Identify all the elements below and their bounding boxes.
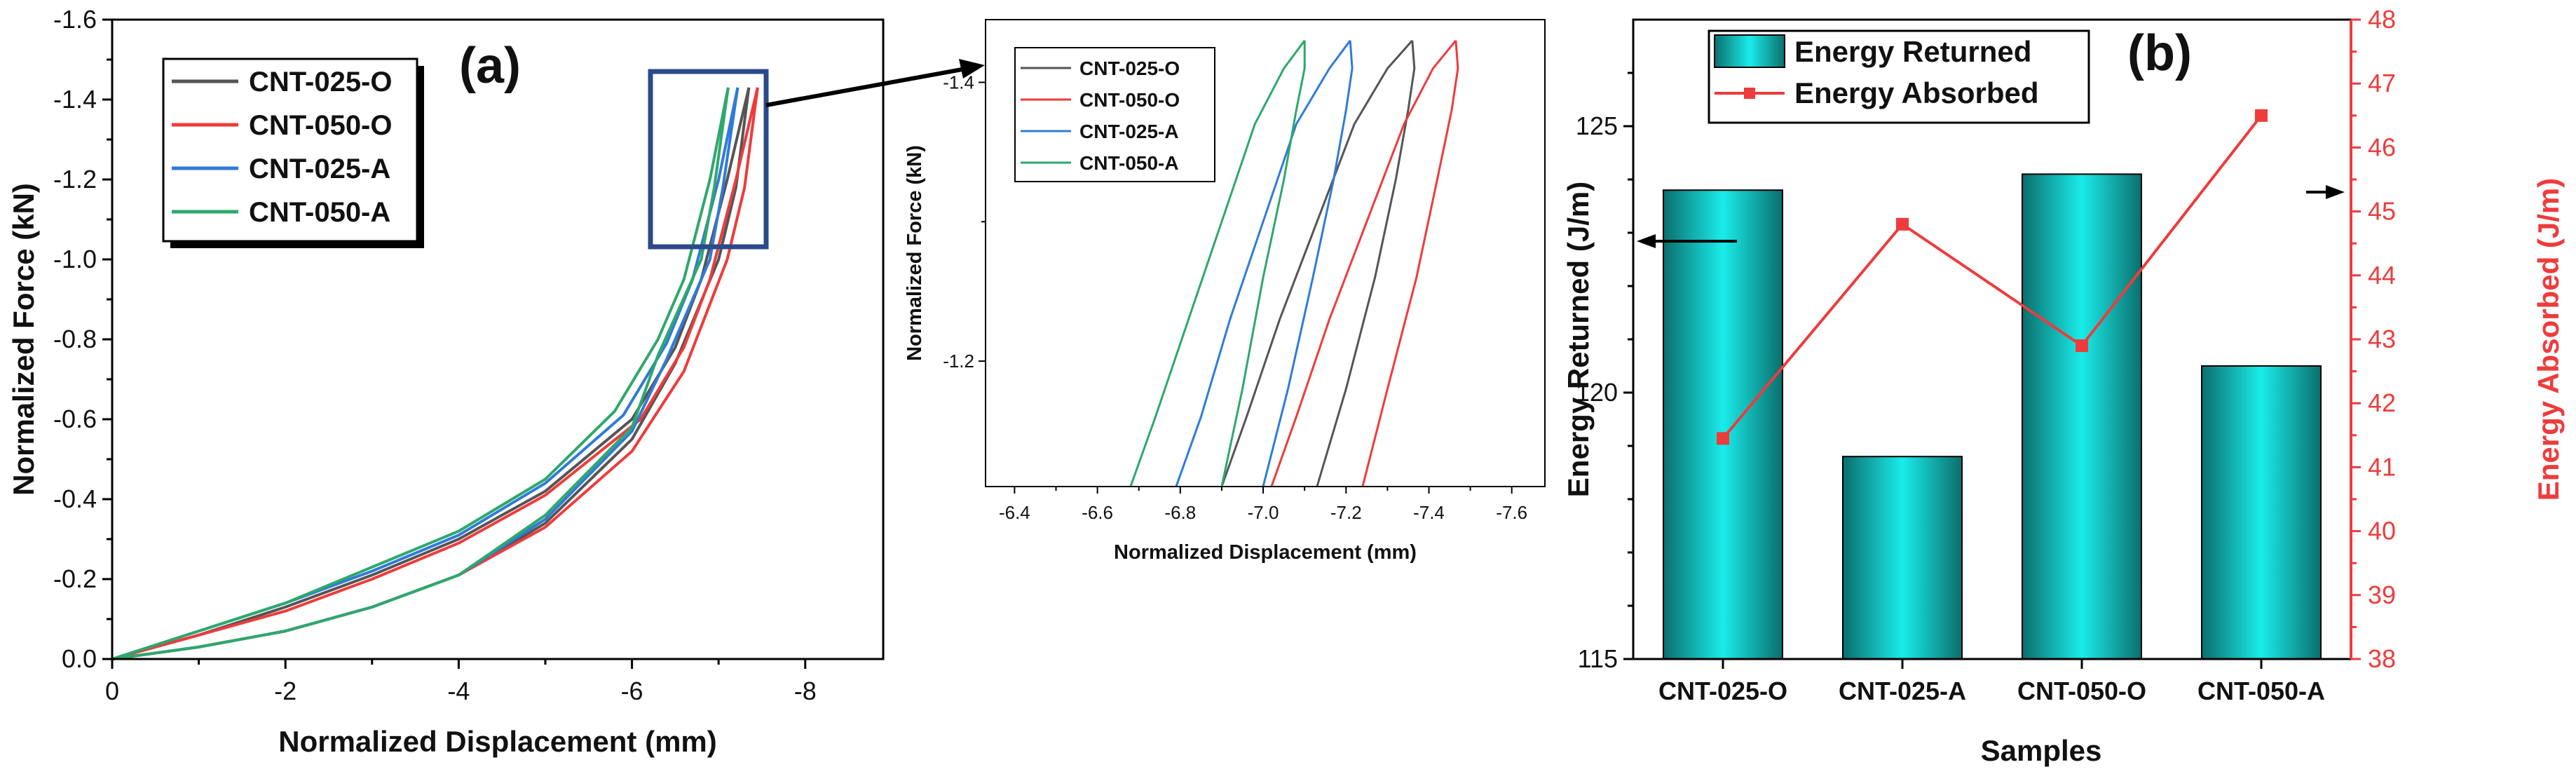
inset-legend-label-cnt-050-o: CNT-050-O [1079, 89, 1180, 111]
inset-legend-label-cnt-050-a: CNT-050-A [1079, 152, 1179, 174]
panel-b-right-tick-label: 41 [2368, 452, 2396, 481]
panel-b-right-tick-label: 46 [2368, 133, 2396, 161]
panel-b-right-tick-label: 45 [2368, 197, 2396, 226]
panel-a-y-tick-label: -0.2 [53, 564, 97, 593]
inset-legend-label-cnt-025-o: CNT-025-O [1079, 57, 1180, 79]
inset-axes-frame [985, 19, 1546, 487]
inset-curve-cnt-025-o-unloading [1220, 39, 1413, 487]
panel-b-right-tick-label: 44 [2368, 261, 2396, 290]
legend-energy-absorbed-marker [1744, 88, 1755, 99]
panel-a-x-tick-label: -2 [274, 677, 297, 705]
inset-x-tick-label: -7.4 [1413, 502, 1445, 523]
panel-b-x-tick-label: CNT-050-A [2197, 677, 2325, 705]
legend-energy-returned-swatch [1714, 34, 1785, 68]
bar-cnt-025-a [1842, 456, 1963, 660]
panel-b-x-tick-label: CNT-050-O [2017, 677, 2146, 705]
zoom-region-box [648, 69, 769, 250]
panel-b-right-tick-label: 48 [2368, 5, 2396, 34]
bar-cnt-025-o [1663, 189, 1783, 660]
inset-x-tick-label: -6.4 [999, 502, 1030, 523]
inset-curve-cnt-025-a-unloading [1175, 39, 1351, 487]
panel-a-legend: CNT-025-O CNT-050-O CNT-025-A CNT-050-A [162, 57, 424, 248]
panel-b-x-axis-title: Samples [1981, 734, 2102, 767]
panel-a-x-tick-label: -6 [621, 677, 643, 705]
panel-b-left-axis-title: Energy Returned (J/m) [1562, 182, 1595, 497]
inset-legend-label-cnt-025-a: CNT-025-A [1079, 121, 1179, 142]
panel-b-label: (b) [2127, 25, 2192, 81]
panel-b-legend: Energy Returned Energy Absorbed [1708, 29, 2090, 124]
inset-y-axis-title: Normalized Force (kN) [904, 145, 926, 361]
panel-b-right-tick-label: 39 [2368, 580, 2396, 609]
panel-b-left-tick-label: 115 [1578, 644, 1618, 673]
inset-curve-cnt-050-a-loading [1220, 40, 1306, 487]
panel-b-right-tick-label: 38 [2368, 644, 2396, 673]
bar-cnt-050-a [2201, 365, 2322, 660]
inset-legend: CNT-025-O CNT-050-O CNT-025-A CNT-050-A [1014, 47, 1215, 182]
panel-b-right-axis-title: Energy Absorbed (J/m) [2532, 178, 2565, 501]
energy-absorbed-point-cnt-050-a [2255, 109, 2268, 122]
panel-a-y-axis-title: Normalized Force (kN) [7, 183, 40, 496]
panel-a-inset-chart: -6.4 -6.6 -6.8 -7.0 -7.2 -7.4 -7.6 -1.2 -1.4 No… [904, 19, 1546, 564]
panel-b-right-tick-label: 42 [2368, 388, 2396, 417]
right-axis-indicator-head [2326, 185, 2345, 199]
zoom-arrow [765, 67, 967, 107]
panel-a-y-tick-label: -1.2 [53, 165, 97, 194]
inset-y-tick-label: -1.2 [943, 351, 974, 372]
panel-a-y-tick-label: -0.8 [53, 325, 97, 353]
legend-energy-absorbed-label: Energy Absorbed [1794, 76, 2039, 109]
curve-cnt-050-a-loading [111, 87, 730, 660]
energy-absorbed-point-cnt-025-o [1717, 432, 1729, 445]
panel-b-chart: 115 120 125 38 39 40 41 42 43 44 45 46 47 48 CNT-025… [1562, 5, 2565, 767]
legend-label-cnt-050-a: CNT-050-A [249, 197, 390, 228]
inset-x-tick-label: -7.0 [1248, 502, 1279, 523]
inset-x-tick-label: -7.2 [1330, 502, 1362, 523]
bar-cnt-050-o [2022, 173, 2142, 660]
panel-a-x-tick-label: 0 [105, 677, 119, 705]
zoom-arrow-head [959, 59, 985, 79]
panel-a-x-tick-label: -8 [794, 677, 817, 705]
panel-a-x-axis-title: Normalized Displacement (mm) [278, 725, 717, 758]
inset-x-tick-label: -6.8 [1164, 502, 1196, 523]
panel-b-right-tick-label: 40 [2368, 517, 2396, 545]
legend-label-cnt-025-o: CNT-025-O [249, 67, 393, 97]
legend-energy-returned-label: Energy Returned [1794, 35, 2031, 68]
energy-absorbed-point-cnt-025-a [1896, 217, 1909, 231]
panel-b-x-tick-label: CNT-025-O [1658, 677, 1787, 705]
inset-curve-cnt-050-o-unloading [1270, 39, 1457, 487]
inset-curve-cnt-050-o-loading [1361, 40, 1459, 487]
inset-x-tick-label: -7.6 [1496, 502, 1527, 523]
panel-a-chart: 0 -2 -4 -6 -8 0.0 -0.2 -0.4 -0.6 -0.8 -1.0 -1.2 -1.… [7, 5, 985, 758]
inset-curve-cnt-050-a-unloading [1129, 39, 1306, 487]
panel-a-y-tick-label: -0.6 [53, 405, 97, 433]
energy-absorbed-line [1722, 114, 2263, 440]
inset-y-tick-label: -1.4 [943, 72, 974, 93]
panel-b-right-tick-label: 43 [2368, 325, 2396, 353]
panel-a-y-tick-label: -1.4 [53, 85, 97, 114]
panel-b-left-tick-label: 120 [1576, 378, 1618, 407]
inset-x-axis-title: Normalized Displacement (mm) [1114, 541, 1417, 564]
panel-a-y-tick-label: 0.0 [62, 644, 97, 673]
panel-a-y-tick-label: -1.6 [53, 5, 97, 34]
panel-a-y-tick-label: -1.0 [53, 245, 97, 273]
legend-label-cnt-025-a: CNT-025-A [249, 154, 390, 184]
panel-b-right-tick-label: 47 [2368, 69, 2396, 97]
inset-curve-cnt-025-a-loading [1262, 40, 1354, 487]
inset-curve-cnt-025-o-loading [1316, 40, 1416, 487]
panel-b-left-tick-label: 125 [1576, 111, 1618, 140]
panel-a-y-tick-label: -0.4 [53, 484, 97, 513]
panel-a-x-tick-label: -4 [447, 677, 470, 705]
legend-label-cnt-050-o: CNT-050-O [249, 110, 393, 141]
inset-x-tick-label: -6.6 [1082, 502, 1113, 523]
panel-a-label: (a) [459, 38, 521, 94]
panel-b-x-tick-label: CNT-025-A [1839, 677, 1966, 705]
left-axis-indicator-head [1637, 234, 1656, 248]
energy-absorbed-point-cnt-050-o [2076, 339, 2088, 353]
